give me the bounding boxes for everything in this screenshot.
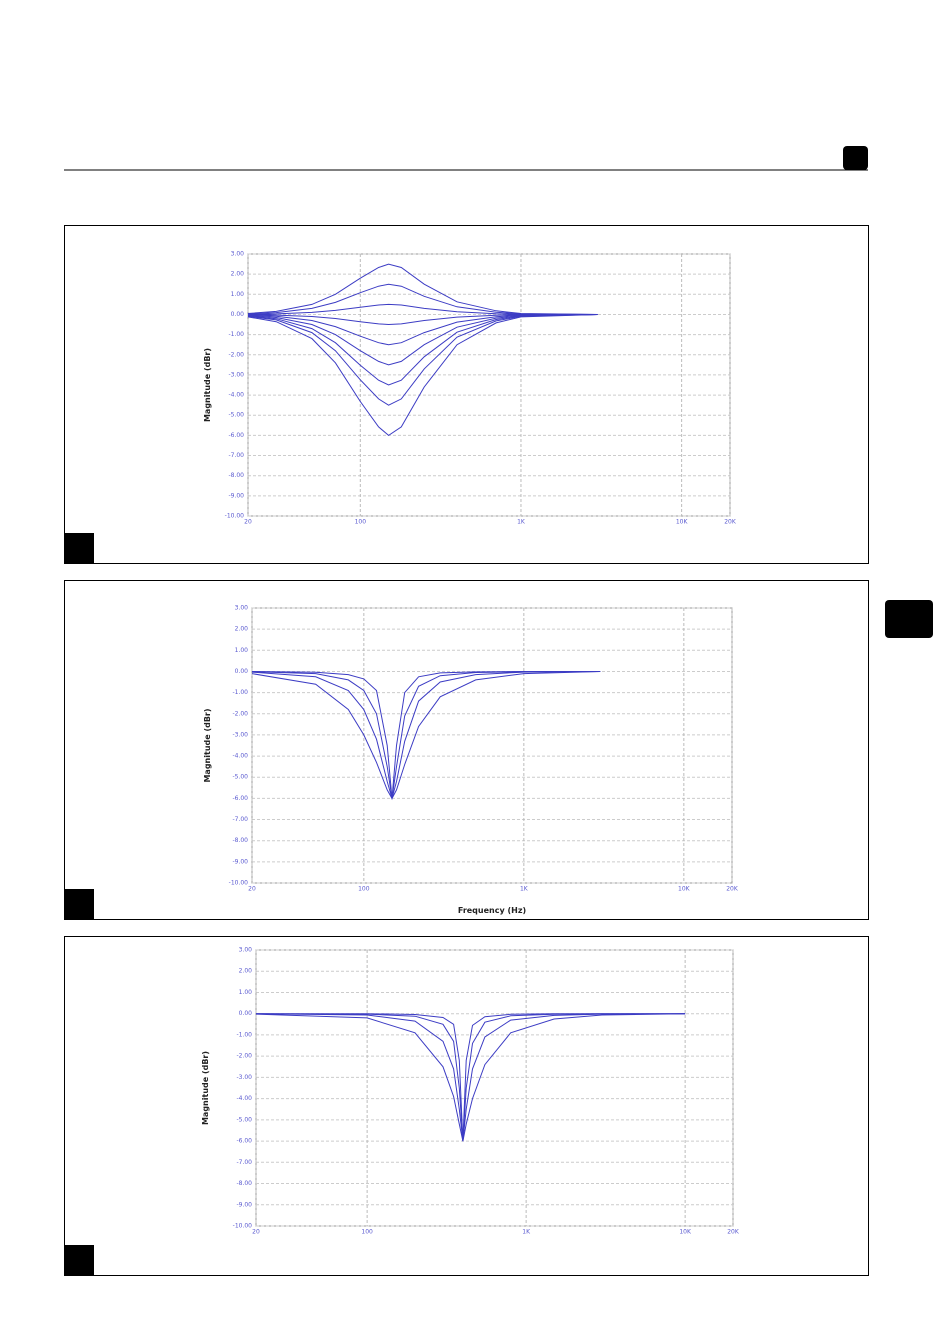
- plot-area: [247, 253, 731, 517]
- y-tick-label: -1.00: [236, 1031, 252, 1038]
- x-tick-label: 100: [355, 519, 367, 526]
- figure-badge: [64, 889, 94, 919]
- y-tick-label: 0.00: [231, 311, 245, 318]
- y-tick-label: -1.00: [228, 331, 244, 338]
- y-axis-label: Magnitude (dBr): [203, 348, 212, 422]
- x-tick-label: 1K: [522, 1229, 531, 1236]
- y-tick-label: 3.00: [239, 947, 253, 954]
- y-tick-label: -8.00: [236, 1180, 252, 1187]
- y-tick-label: -1.00: [232, 689, 248, 696]
- x-tick-label: 20K: [724, 519, 737, 526]
- x-axis-label: Frequency (Hz): [458, 906, 526, 915]
- y-tick-label: -2.00: [236, 1053, 252, 1060]
- x-tick-label: 1K: [520, 886, 529, 893]
- x-tick-label: 20K: [726, 886, 739, 893]
- y-tick-label: -10.00: [225, 513, 245, 520]
- response-curve: [247, 303, 598, 315]
- header-badge: [843, 146, 868, 170]
- response-curve: [256, 1013, 686, 1142]
- response-curve: [251, 671, 601, 801]
- response-curve: [251, 671, 601, 800]
- y-tick-label: 1.00: [235, 647, 249, 654]
- y-tick-label: -5.00: [228, 412, 244, 419]
- y-tick-label: -6.00: [228, 432, 244, 439]
- y-tick-label: -6.00: [236, 1138, 252, 1145]
- y-tick-label: -8.00: [232, 837, 248, 844]
- y-tick-label: -7.00: [236, 1159, 252, 1166]
- x-tick-label: 100: [358, 886, 370, 893]
- x-tick-label: 10K: [676, 519, 689, 526]
- response-curve: [247, 314, 598, 326]
- charts: 3.00 2.00 1.00 0.00 -1.00 -2.00 -3.00 -4.00 -5.0…: [201, 251, 740, 1236]
- x-tick-label: 100: [361, 1229, 373, 1236]
- response-curve: [247, 314, 598, 437]
- response-curve: [255, 1013, 686, 1142]
- plot-area: [251, 607, 733, 884]
- y-tick-label: -6.00: [232, 795, 248, 802]
- y-tick-label: -2.00: [232, 710, 248, 717]
- response-curve: [251, 671, 601, 799]
- x-tick-label: 10K: [678, 886, 691, 893]
- y-tick-label: -4.00: [236, 1095, 252, 1102]
- y-tick-label: -9.00: [236, 1201, 252, 1208]
- y-tick-label: -3.00: [228, 371, 244, 378]
- y-tick-label: -7.00: [228, 452, 244, 459]
- y-tick-label: 2.00: [239, 968, 253, 975]
- y-tick-label: -3.00: [236, 1074, 252, 1081]
- y-axis-label: Magnitude (dBr): [203, 708, 212, 782]
- x-tick-label: 20: [252, 1229, 260, 1236]
- x-tick-label: 20K: [727, 1229, 740, 1236]
- y-tick-label: -3.00: [232, 731, 248, 738]
- chart: 3.00 2.00 1.00 0.00 -1.00 -2.00 -3.00 -4.00 -5.0…: [203, 605, 739, 916]
- y-tick-label: -8.00: [228, 472, 244, 479]
- y-tick-label: -5.00: [236, 1116, 252, 1123]
- x-tick-label: 10K: [679, 1229, 692, 1236]
- response-curve: [247, 314, 598, 366]
- y-tick-label: 3.00: [231, 251, 245, 258]
- figure-badge: [64, 1245, 94, 1275]
- chart: 3.00 2.00 1.00 0.00 -1.00 -2.00 -3.00 -4.00 -5.0…: [201, 947, 740, 1236]
- y-tick-label: 1.00: [239, 989, 253, 996]
- response-curve: [247, 283, 598, 315]
- y-tick-label: 2.00: [231, 271, 245, 278]
- y-tick-label: -10.00: [233, 1223, 253, 1230]
- response-curve: [251, 671, 601, 799]
- figure-frame: [64, 580, 869, 920]
- y-tick-label: -5.00: [232, 774, 248, 781]
- chart: 3.00 2.00 1.00 0.00 -1.00 -2.00 -3.00 -4.00 -5.0…: [203, 251, 737, 526]
- x-tick-label: 20: [248, 886, 256, 893]
- response-curve: [255, 1013, 686, 1142]
- y-tick-label: -10.00: [229, 880, 249, 887]
- response-curve: [247, 314, 598, 406]
- y-tick-label: 3.00: [235, 605, 249, 612]
- y-tick-label: -9.00: [232, 858, 248, 865]
- plot-area: [255, 949, 734, 1227]
- side-tab: [885, 600, 933, 638]
- y-tick-label: -4.00: [232, 753, 248, 760]
- y-tick-label: 1.00: [231, 291, 245, 298]
- y-tick-label: 2.00: [235, 626, 249, 633]
- response-curve: [247, 263, 598, 315]
- y-tick-label: 0.00: [235, 668, 249, 675]
- x-tick-label: 1K: [517, 519, 526, 526]
- figure-frame: [64, 936, 869, 1276]
- y-axis-label: Magnitude (dBr): [201, 1051, 210, 1125]
- y-tick-label: -2.00: [228, 351, 244, 358]
- response-curve: [247, 314, 598, 386]
- y-tick-label: -9.00: [228, 492, 244, 499]
- y-tick-label: -4.00: [228, 392, 244, 399]
- response-curve: [247, 314, 598, 346]
- y-tick-label: 0.00: [239, 1010, 253, 1017]
- y-tick-label: -7.00: [232, 816, 248, 823]
- figure-badge: [64, 533, 94, 563]
- response-curve: [255, 1013, 686, 1142]
- figure-frame: [64, 225, 869, 564]
- x-tick-label: 20: [244, 519, 252, 526]
